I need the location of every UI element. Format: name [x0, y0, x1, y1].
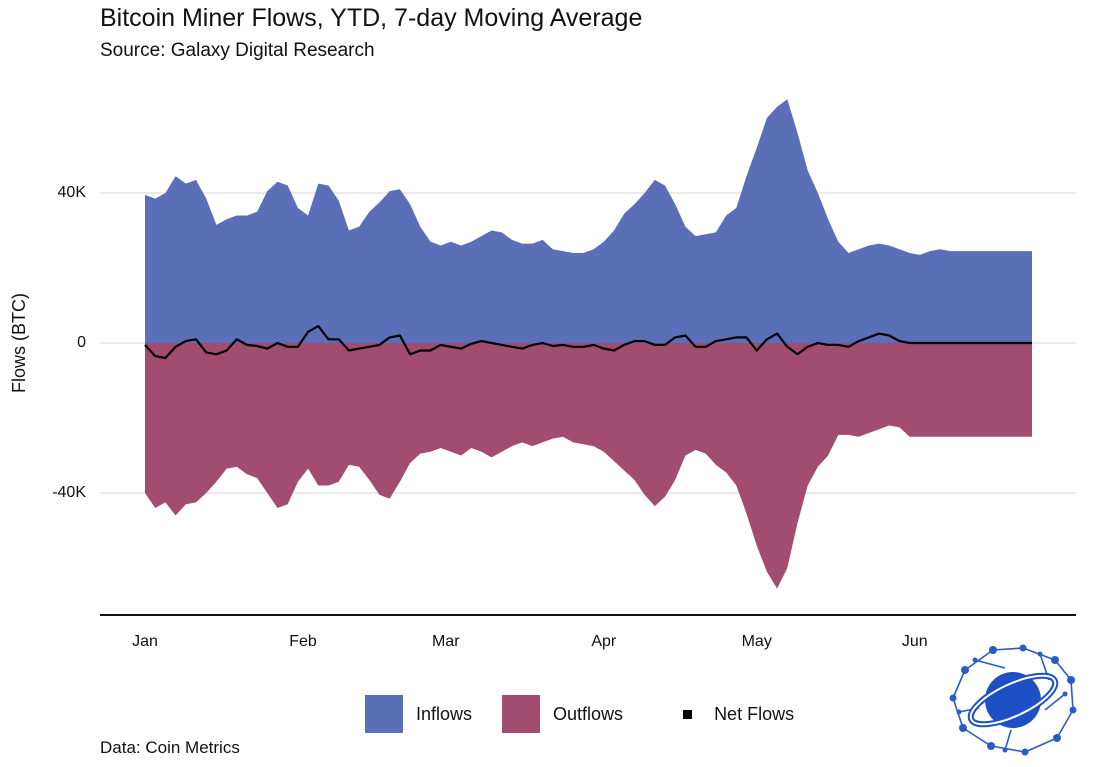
y-tick-label-2: -40K — [52, 484, 86, 501]
x-tick-label-feb: Feb — [289, 633, 317, 650]
x-tick-label-jan: Jan — [132, 633, 158, 650]
y-axis-label: Flows (BTC) — [9, 293, 29, 393]
chart-subtitle: Source: Galaxy Digital Research — [100, 40, 375, 61]
x-tick-label-mar: Mar — [432, 633, 460, 650]
legend: Inflows Outflows Net Flows — [365, 694, 824, 734]
net-flows-layer — [144, 325, 1032, 360]
net-flows-line — [144, 325, 1032, 360]
legend-point-net-flows — [683, 709, 693, 719]
y-tick-label-1: 0 — [77, 334, 86, 351]
legend-item-net-flows: Net Flows — [653, 704, 794, 725]
legend-item-inflows: Inflows — [365, 695, 472, 733]
legend-swatch-inflows — [365, 695, 403, 733]
x-tick-label-apr: Apr — [591, 633, 617, 650]
y-tick-labels: 40K 0 -40K — [52, 184, 86, 501]
x-tick-label-may: May — [742, 633, 772, 650]
area-layer — [145, 99, 1032, 589]
legend-swatch-outflows — [502, 695, 541, 733]
legend-label-inflows: Inflows — [416, 703, 473, 724]
chart-title: Bitcoin Miner Flows, YTD, 7-day Moving A… — [100, 4, 643, 32]
outflows-area — [145, 343, 1032, 589]
legend-item-outflows: Outflows — [502, 695, 623, 733]
inflows-area — [145, 99, 1032, 343]
legend-label-outflows: Outflows — [553, 703, 624, 724]
x-tick-labels: Jan Feb Mar Apr May Jun — [132, 633, 928, 650]
x-tick-label-jun: Jun — [902, 633, 928, 650]
y-tick-label-0: 40K — [58, 184, 87, 201]
data-source-caption: Data: Coin Metrics — [100, 738, 240, 757]
galaxy-logo-icon — [949, 644, 1077, 756]
legend-label-net-flows: Net Flows — [714, 703, 795, 724]
